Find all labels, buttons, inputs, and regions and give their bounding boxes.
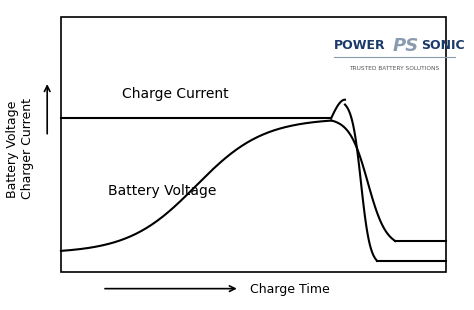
Text: SONIC: SONIC [421,39,465,52]
Text: Battery Voltage: Battery Voltage [108,184,216,198]
Text: TRUSTED BATTERY SOLUTIONS: TRUSTED BATTERY SOLUTIONS [349,66,439,72]
Text: PS: PS [393,37,419,55]
Text: Battery Voltage
Charger Current: Battery Voltage Charger Current [6,98,34,199]
Text: Charge Time: Charge Time [250,283,330,296]
Text: POWER: POWER [334,39,385,52]
Text: Charge Current: Charge Current [122,87,229,101]
Bar [61,17,446,272]
